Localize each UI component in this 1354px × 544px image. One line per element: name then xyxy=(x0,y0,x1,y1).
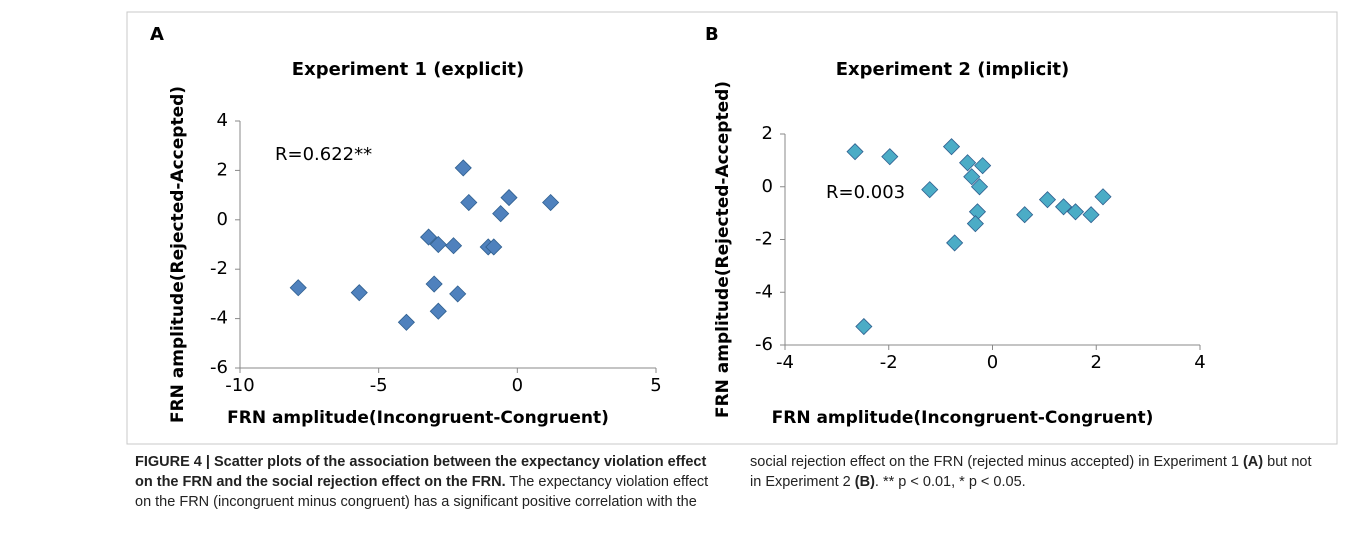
point xyxy=(855,317,873,336)
caption: FIGURE 4 | Scatter plots of the associat… xyxy=(135,452,1325,512)
caption-text: but not in Experiment 2 xyxy=(750,454,1312,490)
point xyxy=(350,284,368,302)
figure: A Experiment 1 (explicit) FRN amplitude(In… xyxy=(126,11,1338,445)
point xyxy=(881,148,899,166)
y-tick-label: 0 xyxy=(217,209,228,230)
point xyxy=(460,193,478,212)
panel-label: B xyxy=(705,24,719,45)
x-axis-label: FRN amplitude(Incongruent-Congruent) xyxy=(227,408,609,428)
y-tick-label: 0 xyxy=(762,176,773,197)
x-tick-label: 2 xyxy=(1091,352,1102,373)
point xyxy=(420,228,438,246)
x-axis-label: FRN amplitude(Incongruent-Congruent) xyxy=(772,408,1154,428)
point xyxy=(542,193,560,212)
point xyxy=(397,313,415,331)
x-tick-label: 4 xyxy=(1194,352,1205,373)
x-tick-label: 0 xyxy=(987,352,998,373)
caption-text: . ** p < 0.01, * p < 0.05. xyxy=(874,474,1026,490)
y-tick-label: -4 xyxy=(755,281,773,302)
y-tick-label: 4 xyxy=(217,110,228,131)
point xyxy=(1038,191,1057,209)
point xyxy=(966,215,984,233)
caption-title: FIGURE 4 | Scatter plots of the associat… xyxy=(135,454,707,490)
figure-frame xyxy=(126,11,1338,445)
point xyxy=(425,275,443,293)
point xyxy=(942,138,961,156)
y-tick-label: -6 xyxy=(755,334,773,355)
point xyxy=(946,234,964,252)
y-axis-label: FRN amplitude(Rejected-Accepted) xyxy=(713,81,733,418)
point xyxy=(500,189,518,207)
point xyxy=(959,154,977,172)
caption-panel-ref: (A) xyxy=(1242,454,1264,470)
point xyxy=(449,285,467,303)
x-tick-label: 5 xyxy=(650,375,661,396)
point xyxy=(1055,198,1073,216)
point xyxy=(1082,206,1100,224)
point xyxy=(970,178,989,196)
point xyxy=(1066,203,1085,221)
point xyxy=(974,157,992,175)
x-tick-label: 0 xyxy=(512,375,523,396)
caption-panel-ref: (B) xyxy=(854,474,875,490)
y-tick-label: -2 xyxy=(210,258,228,279)
annotation: R=0.003 xyxy=(826,182,905,203)
y-tick-label: -2 xyxy=(755,229,773,250)
point xyxy=(429,302,447,320)
point xyxy=(444,237,463,255)
y-tick-label: 2 xyxy=(217,159,228,180)
chart-title: Experiment 2 (implicit) xyxy=(836,59,1070,80)
x-tick-label: -10 xyxy=(225,375,254,396)
point xyxy=(289,279,307,297)
y-tick-label: 2 xyxy=(762,123,773,144)
point xyxy=(1094,188,1112,206)
y-tick-label: -6 xyxy=(210,357,228,378)
y-tick-label: -4 xyxy=(210,308,228,329)
y-axis-label: FRN amplitude(Rejected-Accepted) xyxy=(168,86,188,423)
panel-label: A xyxy=(150,24,164,45)
point xyxy=(1016,206,1034,224)
point xyxy=(454,159,472,177)
annotation: R=0.622** xyxy=(275,144,372,165)
point xyxy=(846,143,864,161)
chart-title: Experiment 1 (explicit) xyxy=(292,59,524,80)
point xyxy=(485,238,503,256)
point xyxy=(429,235,447,254)
point xyxy=(963,168,981,186)
x-tick-label: -2 xyxy=(880,352,898,373)
x-tick-label: -4 xyxy=(776,352,794,373)
point xyxy=(492,205,510,223)
caption-text: The expectancy violation effect on the F… xyxy=(135,454,1239,510)
x-tick-label: -5 xyxy=(370,375,388,396)
point xyxy=(921,181,939,199)
